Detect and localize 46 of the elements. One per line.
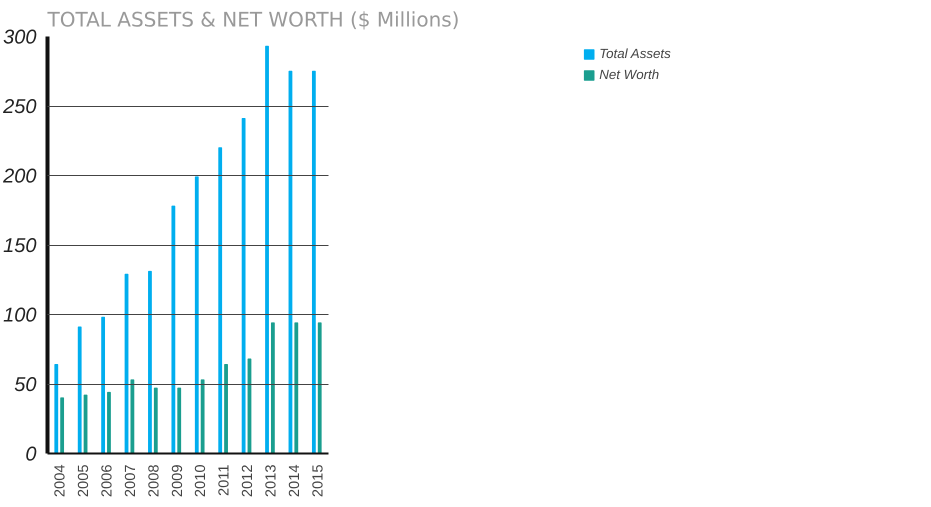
x-tick-label: 2011 [216, 464, 233, 496]
bar [107, 392, 111, 454]
bar [154, 388, 158, 454]
bar [288, 70, 292, 454]
bar [242, 118, 246, 454]
bar [318, 322, 322, 454]
x-tick-label: 2008 [146, 464, 162, 498]
y-tick-label: 300 [3, 26, 37, 48]
bar [60, 397, 64, 454]
bar [248, 358, 252, 454]
legend-label: Net Worth [599, 67, 660, 82]
bar [177, 388, 182, 454]
y-tick-label: 0 [25, 444, 36, 466]
y-tick-label: 200 [2, 166, 37, 188]
x-tick-label: 2013 [263, 464, 280, 498]
y-tick-label: 150 [3, 235, 37, 257]
y-tick-label: 250 [2, 96, 37, 118]
x-tick-label: 2010 [193, 464, 210, 498]
x-tick-label: 2009 [170, 464, 186, 498]
bar [194, 176, 199, 454]
bar [218, 147, 222, 454]
bar [294, 322, 298, 454]
bar [312, 70, 316, 454]
x-tick-label: 2012 [240, 464, 256, 498]
bar [130, 379, 134, 454]
bar [200, 379, 205, 454]
x-tick-label: 2014 [286, 464, 303, 498]
bar [265, 46, 269, 454]
bar [171, 206, 176, 454]
x-tick-label: 2015 [310, 464, 326, 498]
bar [101, 316, 106, 454]
bar [148, 270, 152, 454]
y-tick-label: 50 [14, 374, 37, 396]
chart-title: TOTAL ASSETS & NET WORTH ($ Millions) [46, 8, 460, 32]
bar [78, 326, 82, 454]
bar [124, 274, 128, 454]
x-tick-label: 2006 [100, 464, 116, 498]
bar [224, 364, 228, 454]
x-tick-label: 2005 [76, 464, 92, 498]
bar [84, 394, 88, 454]
x-tick-label: 2007 [122, 464, 139, 498]
y-tick-label: 100 [3, 304, 37, 326]
bar [54, 364, 58, 454]
legend-label: Total Assets [599, 46, 671, 61]
x-tick-label: 2004 [52, 464, 69, 498]
bar [270, 322, 275, 454]
